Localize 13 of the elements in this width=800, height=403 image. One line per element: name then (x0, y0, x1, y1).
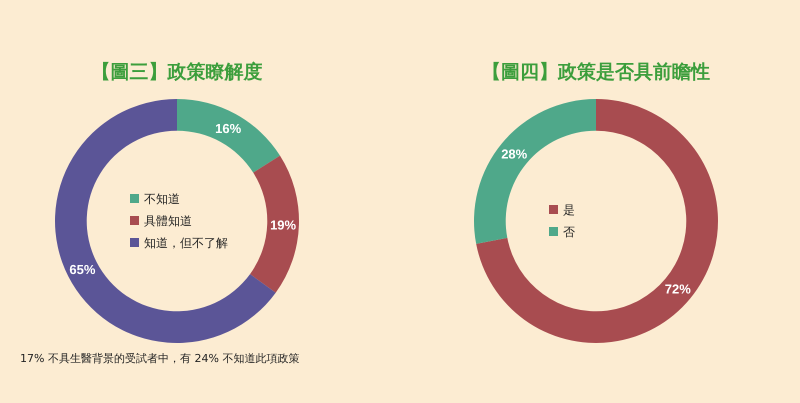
legend-label: 知道，但不了解 (144, 236, 228, 250)
data-label: 19% (270, 217, 297, 232)
data-label: 72% (664, 282, 692, 297)
data-label: 16% (215, 120, 242, 136)
text: 17% 不具生醫背景的受試者中，有 24% 不知道此項政策 (20, 352, 300, 365)
data-label: 65% (69, 262, 96, 278)
data-label: 28% (501, 146, 528, 162)
legend-label: 不知道 (144, 192, 180, 206)
legend-label: 否 (563, 225, 575, 239)
legend-label: 是 (563, 203, 575, 217)
chart-title: 【圖三】政策瞭解度 (92, 61, 262, 83)
chart-title: 【圖四】政策是否具前瞻性 (482, 61, 710, 83)
legend-label: 具體知道 (144, 214, 192, 228)
